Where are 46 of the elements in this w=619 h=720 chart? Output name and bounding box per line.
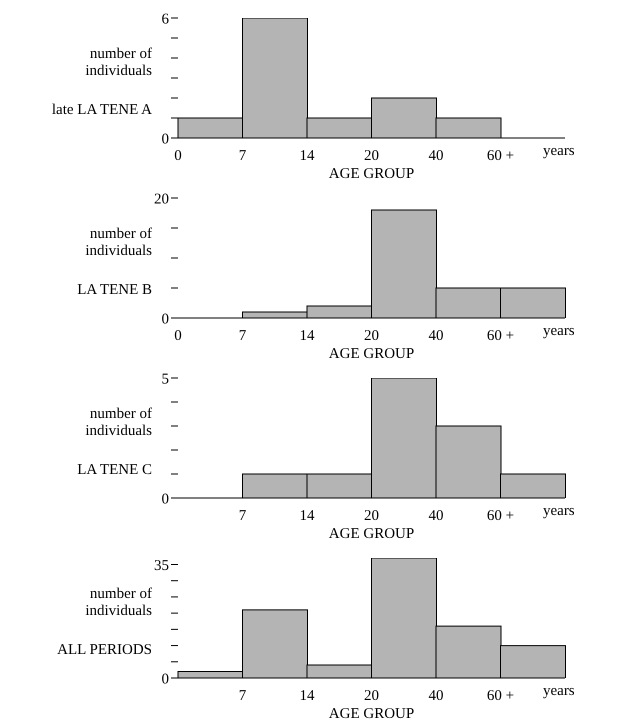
x-tick-label: 14: [300, 508, 315, 524]
y-axis-title: number of individuals: [84, 406, 152, 440]
y-tick-label: 5: [162, 371, 169, 388]
y-tick-label: 20: [154, 191, 169, 208]
x-tick-label: 20: [364, 148, 379, 164]
y-tick-label: 0: [162, 311, 169, 328]
x-tick-label: 60 +: [486, 508, 514, 524]
x-tick-label: 7: [238, 688, 247, 704]
y-axis-title: number of individuals: [84, 586, 152, 620]
x-tick-label: 20: [364, 688, 379, 704]
y-tick-label: 0: [162, 671, 169, 688]
x-axis-title: AGE GROUP: [328, 346, 414, 362]
y-tick-label: 0: [162, 491, 169, 508]
x-tick-label: 14: [300, 328, 315, 344]
x-axis-title: AGE GROUP: [328, 526, 414, 542]
x-tick-label: 40: [428, 688, 444, 704]
x-tick-label: 14: [300, 688, 315, 704]
y-axis-title: number of individuals: [84, 226, 152, 260]
x-tick-label: 20: [364, 328, 379, 344]
text: years: [543, 323, 575, 340]
x-tick-label: 20: [364, 508, 379, 524]
x-tick-label: 40: [428, 328, 444, 344]
x-tick-label: 0: [174, 328, 182, 344]
x-tick-label: 40: [428, 508, 444, 524]
x-axis-title: AGE GROUP: [328, 706, 414, 720]
x-tick-label: 60 +: [486, 328, 514, 344]
y-tick-label: 6: [162, 11, 170, 28]
text: years: [543, 143, 575, 160]
y-tick-label: 35: [154, 558, 169, 574]
text: years: [543, 503, 575, 520]
x-axis-title: AGE GROUP: [328, 166, 414, 182]
text: late LA TENE A: [52, 102, 152, 119]
x-tick-label: 40: [428, 148, 444, 164]
text: LA TENE C: [77, 462, 152, 479]
x-tick-label: 7: [238, 148, 247, 164]
text: LA TENE B: [77, 282, 152, 299]
text: years: [543, 683, 575, 700]
x-tick-label: 0: [174, 148, 182, 164]
text: ALL PERIODS: [57, 642, 152, 659]
x-tick-label: 14: [300, 148, 315, 164]
y-tick-label: 0: [162, 131, 169, 148]
x-tick-label: 60 +: [486, 148, 514, 164]
x-tick-label: 7: [238, 328, 247, 344]
x-tick-label: 7: [238, 508, 247, 524]
x-tick-label: 60 +: [486, 688, 514, 704]
y-axis-title: number of individuals: [84, 46, 152, 80]
